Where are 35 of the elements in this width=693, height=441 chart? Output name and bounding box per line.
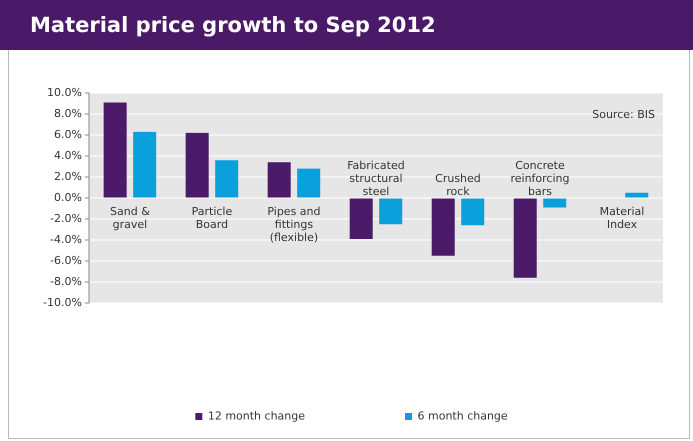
x-tick-label: Sand & gravel (110, 204, 150, 231)
bar (215, 160, 238, 198)
legend-label: 6 month change (418, 409, 508, 422)
bar (104, 102, 127, 198)
y-tick-label: -4.0% (50, 232, 82, 246)
bar (461, 198, 484, 226)
x-tick-label: Particle Board (192, 204, 232, 231)
x-tick-label: Crushed rock (435, 172, 481, 198)
y-tick-label: -2.0% (50, 212, 82, 225)
y-tick-label: 0.0% (54, 190, 82, 204)
bar (133, 132, 156, 198)
y-tick-label: 8.0% (54, 106, 82, 120)
bar (432, 198, 455, 256)
bar (186, 132, 209, 198)
bar (297, 168, 320, 198)
x-tick-label: Pipes and fittings (flexible) (267, 204, 321, 244)
bar (543, 198, 566, 208)
y-tick-label: 6.0% (54, 128, 82, 141)
bar (514, 198, 537, 278)
bar (379, 198, 402, 224)
bar (268, 162, 291, 198)
y-tick-label: -8.0% (50, 274, 82, 288)
x-tick-label: Fabricated structural steel (347, 158, 405, 198)
annotation: Source: BIS (592, 108, 656, 121)
bar (350, 198, 373, 239)
bar (625, 192, 648, 198)
y-tick-label: 10.0% (46, 86, 82, 99)
y-tick-label: 4.0% (54, 148, 82, 162)
y-tick-label: -10.0% (42, 296, 82, 309)
chart-title: Material price growth to Sep 2012 (29, 12, 437, 37)
x-tick-label: Material Index (600, 204, 644, 231)
legend-label: 12 month change (208, 409, 306, 422)
y-tick-label: 2.0% (54, 170, 82, 183)
y-tick-label: -6.0% (50, 254, 82, 267)
x-tick-label: Concrete reinforcing bars (510, 158, 570, 198)
